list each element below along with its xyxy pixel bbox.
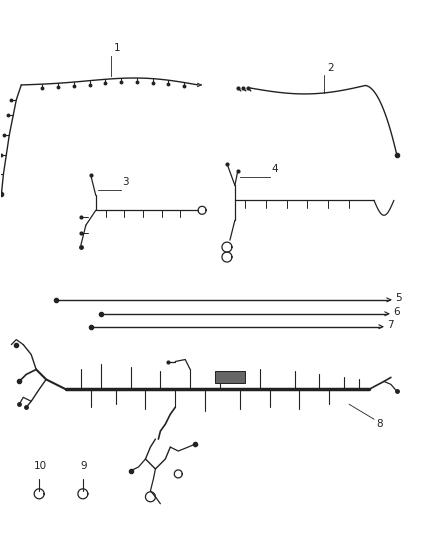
Text: 1: 1 xyxy=(114,43,120,53)
Text: 5: 5 xyxy=(395,293,402,303)
Text: 2: 2 xyxy=(327,63,334,73)
Text: 4: 4 xyxy=(272,165,278,174)
Text: 7: 7 xyxy=(387,320,394,330)
Bar xyxy=(215,372,245,383)
Text: 6: 6 xyxy=(393,307,399,317)
Text: 10: 10 xyxy=(34,461,47,471)
Text: 3: 3 xyxy=(123,177,129,188)
Text: 8: 8 xyxy=(376,419,383,429)
Text: 9: 9 xyxy=(80,461,87,471)
